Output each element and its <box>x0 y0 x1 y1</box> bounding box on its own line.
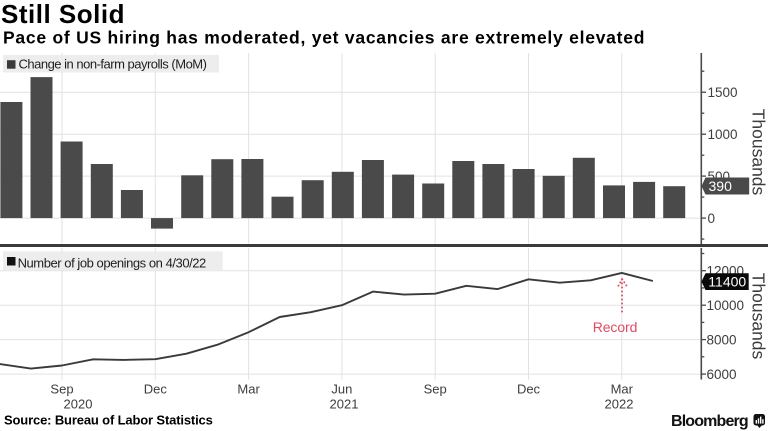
svg-text:Number of job openings on 4/30: Number of job openings on 4/30/22 <box>18 255 206 270</box>
svg-text:Dec: Dec <box>517 382 541 397</box>
svg-text:Bloomberg: Bloomberg <box>671 413 748 430</box>
svg-text:Source: Bureau of Labor Statis: Source: Bureau of Labor Statistics <box>4 413 213 428</box>
svg-text:1000: 1000 <box>708 127 738 142</box>
svg-text:Sep: Sep <box>424 382 447 397</box>
svg-text:2021: 2021 <box>330 396 359 411</box>
svg-text:Still Solid: Still Solid <box>1 0 125 29</box>
svg-text:8000: 8000 <box>707 332 737 347</box>
svg-text:Record: Record <box>593 319 638 335</box>
svg-text:Mar: Mar <box>611 382 634 397</box>
svg-text:1500: 1500 <box>708 85 738 100</box>
svg-text:Thousands: Thousands <box>749 273 768 360</box>
svg-text:11400: 11400 <box>708 274 746 290</box>
svg-text:0: 0 <box>708 211 716 226</box>
svg-text:10000: 10000 <box>707 298 745 313</box>
svg-text:6000: 6000 <box>707 367 737 382</box>
svg-text:390: 390 <box>709 178 733 194</box>
svg-text:Dec: Dec <box>144 382 168 397</box>
svg-text:2022: 2022 <box>605 396 634 411</box>
svg-text:Change in non-farm payrolls (M: Change in non-farm payrolls (MoM) <box>19 57 207 72</box>
svg-text:Pace of US hiring has moderate: Pace of US hiring has moderated, yet vac… <box>3 28 645 48</box>
svg-text:Thousands: Thousands <box>749 109 768 196</box>
svg-text:Jun: Jun <box>331 382 352 397</box>
svg-text:Sep: Sep <box>50 382 73 397</box>
svg-text:Mar: Mar <box>237 382 260 397</box>
svg-text:2020: 2020 <box>64 396 93 411</box>
